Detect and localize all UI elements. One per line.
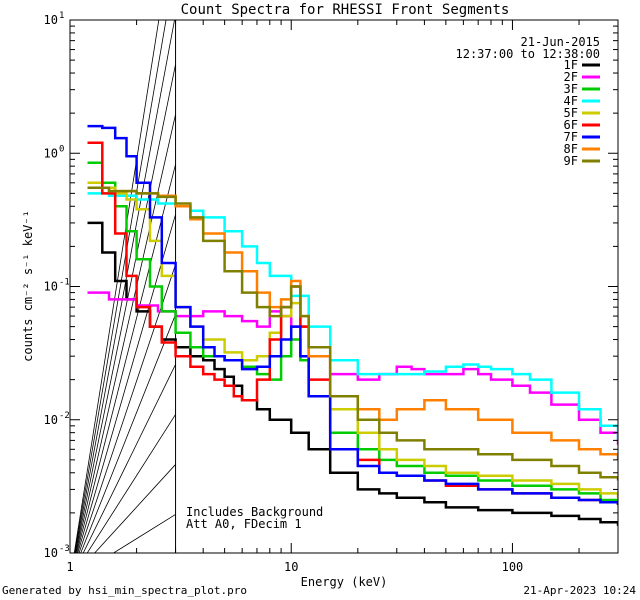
y-tick-label-exponent: 1 [59, 11, 64, 21]
legend-label-1f: 1F [564, 58, 578, 72]
legend-label-7f: 7F [564, 130, 578, 144]
hatch-line [94, 464, 176, 553]
series-line-9f [87, 186, 618, 481]
hatch-line [112, 514, 176, 553]
hatch-line [82, 364, 176, 553]
x-axis-ticks: 1 10 100 [66, 20, 619, 574]
legend-label-8f: 8F [564, 142, 578, 156]
x-tick-label: 10 [284, 560, 298, 574]
legend-label-9f: 9F [564, 154, 578, 168]
y-tick-label-exponent: 0 [59, 144, 64, 154]
annotation-background: Includes Background [186, 505, 323, 519]
series-line-8f [87, 186, 618, 460]
y-tick-label: 10 [44, 146, 58, 160]
legend: 21-Jun-2015 12:37:00 to 12:38:00 1F2F3F4… [456, 35, 601, 168]
x-tick-label: 100 [502, 560, 524, 574]
y-tick-label: 10 [44, 280, 58, 294]
hatch-line [78, 264, 176, 553]
hatch-line [86, 414, 176, 553]
y-axis-label: counts cm⁻² s⁻¹ keV⁻¹ [21, 210, 35, 362]
legend-label-6f: 6F [564, 118, 578, 132]
x-tick-label: 1 [66, 560, 73, 574]
footer-timestamp: 21-Apr-2023 10:24 [523, 584, 636, 597]
y-tick-label: 10 [44, 546, 58, 560]
x-axis-label: Energy (keV) [301, 575, 388, 589]
hatch-line [80, 314, 176, 553]
y-tick-label-exponent: -3 [59, 544, 70, 554]
chart-title: Count Spectra for RHESSI Front Segments [181, 2, 510, 18]
y-tick-label: 10 [44, 13, 58, 27]
series-line-2f [87, 291, 618, 445]
y-tick-label-exponent: -1 [59, 278, 70, 288]
hatch-line [70, 564, 176, 580]
hatch-line [73, 20, 160, 553]
legend-label-2f: 2F [564, 70, 578, 84]
series-line-3f [87, 161, 618, 505]
y-tick-label: 10 [44, 413, 58, 427]
y-tick-label-exponent: -2 [59, 411, 70, 421]
hatch-line [76, 164, 176, 553]
legend-label-5f: 5F [564, 106, 578, 120]
attenuator-hatch [70, 20, 176, 580]
hatch-line [75, 64, 176, 553]
hatch-line [74, 20, 167, 553]
footer-generated-by: Generated by hsi_min_spectra_plot.pro [2, 584, 247, 597]
annotation-attenuator: Att A0, FDecim 1 [186, 517, 302, 531]
legend-label-3f: 3F [564, 82, 578, 96]
hatch-line [77, 214, 176, 553]
legend-date: 21-Jun-2015 [521, 35, 600, 49]
legend-label-4f: 4F [564, 94, 578, 108]
series-line-7f [87, 124, 618, 505]
series-line-5f [87, 181, 618, 498]
series-layer [87, 124, 618, 526]
legend-time-range: 12:37:00 to 12:38:00 [456, 47, 601, 61]
hatch-line [75, 114, 176, 553]
hatch-line [74, 20, 175, 553]
series-line-4f [87, 192, 618, 441]
